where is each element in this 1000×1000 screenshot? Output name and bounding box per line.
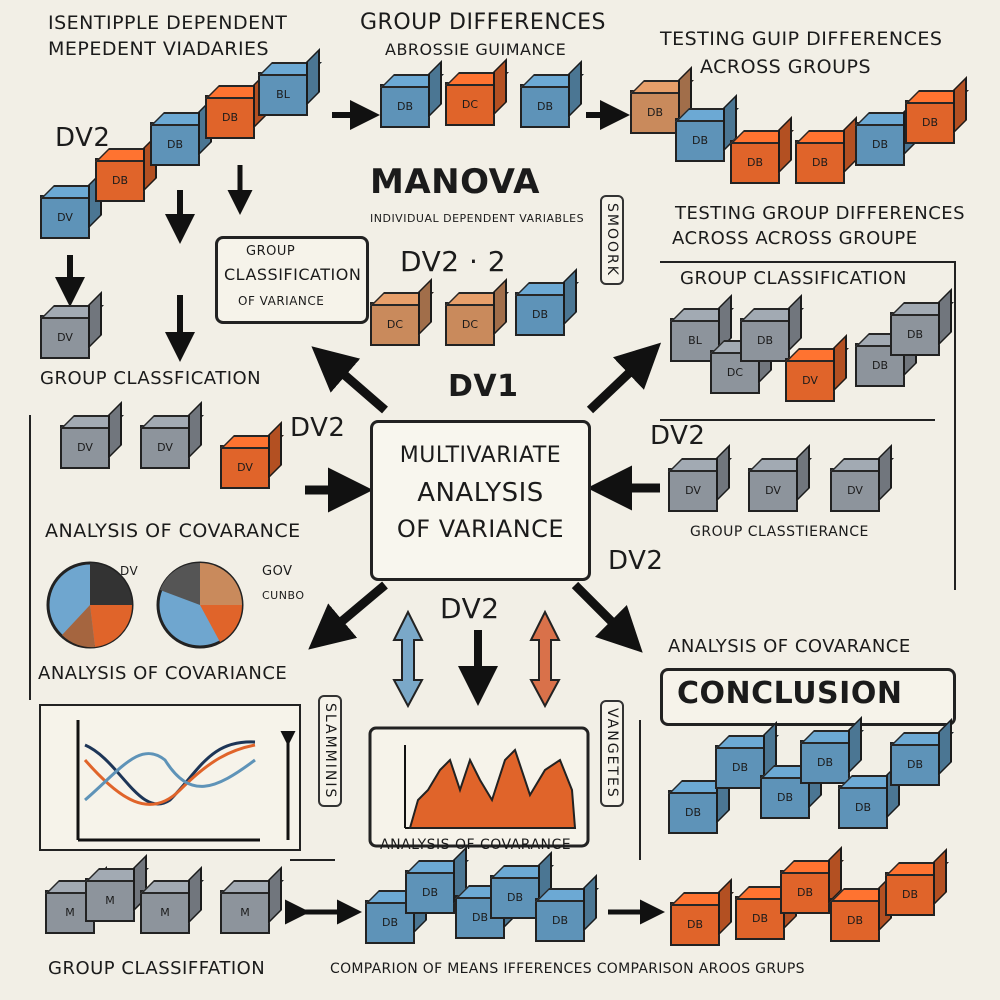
analysis-covariance-left2: ANALYSIS OF COVARIANCE bbox=[38, 663, 288, 684]
conclusion-label: CONCLUSION bbox=[677, 676, 903, 711]
cube-db: DB bbox=[780, 870, 830, 914]
cube-db: DB bbox=[795, 140, 845, 184]
cube-db: DB bbox=[800, 740, 850, 784]
heading-top-left-1: ISENTIPPLE DEPENDENT bbox=[48, 12, 288, 34]
cube-dc: DC bbox=[445, 302, 495, 346]
cube-m: M bbox=[220, 890, 270, 934]
cube-db: DB bbox=[205, 95, 255, 139]
group-classfication-left: GROUP CLASSFICATION bbox=[40, 368, 262, 389]
analysis-covariance-right: ANALYSIS OF COVARANCE bbox=[668, 636, 911, 657]
cube-db: DB bbox=[668, 790, 718, 834]
cube-db: DB bbox=[675, 118, 725, 162]
center-box-line2: ANALYSIS bbox=[417, 478, 544, 508]
cube-dv: DV bbox=[60, 425, 110, 469]
cube-db: DB bbox=[735, 896, 785, 940]
cube-dc: DC bbox=[445, 82, 495, 126]
cube-dv: DV bbox=[140, 425, 190, 469]
pie-note-dv: DV bbox=[120, 564, 139, 578]
cube-db: DV bbox=[40, 195, 90, 239]
cube-db: DB bbox=[855, 122, 905, 166]
cube-db: DB bbox=[715, 745, 765, 789]
right-testing-2: ACROSS ACROSS GROUPE bbox=[672, 228, 918, 249]
vertical-tag-mid-left: SLAMMINIS bbox=[318, 695, 342, 808]
cube-db: DB bbox=[890, 742, 940, 786]
cube-db: DB bbox=[95, 158, 145, 202]
cube-db: DB bbox=[380, 84, 430, 128]
cube-dv: DV bbox=[40, 315, 90, 359]
blue-double-arrow bbox=[392, 609, 424, 709]
cube-m: M bbox=[140, 890, 190, 934]
heading-top-right-2: ACROSS GROUPS bbox=[700, 56, 872, 78]
group-classification-right: GROUP CLASSIFICATION bbox=[680, 268, 907, 289]
chart-caption: ANALYSIS OF COVARANCE bbox=[380, 837, 572, 853]
cube-db: DB bbox=[905, 100, 955, 144]
gc-box-line3: OF VARIANCE bbox=[238, 294, 325, 308]
cube-db: DB bbox=[890, 312, 940, 356]
cube-dv: DV bbox=[830, 468, 880, 512]
cube-db: DB bbox=[630, 90, 680, 134]
pie-chart-1 bbox=[46, 561, 134, 649]
dv2-top-left: DV2 bbox=[55, 123, 111, 153]
pie-note-gov: GOV bbox=[262, 564, 293, 579]
cube-db: DB bbox=[830, 898, 880, 942]
area-chart-center bbox=[368, 726, 590, 848]
group-classification-box: GROUP CLASSIFICATION OF VARIANCE bbox=[215, 236, 369, 324]
dv2-right-lower: DV2 bbox=[608, 546, 664, 576]
cube-db: DB bbox=[150, 122, 200, 166]
gc-box-line1: GROUP bbox=[246, 244, 296, 259]
heading-top-center-2: ABROSSIE GUIMANCE bbox=[385, 40, 567, 59]
cube-db: DB bbox=[740, 318, 790, 362]
cube-dv: DV bbox=[668, 468, 718, 512]
center-manova-box: MULTIVARIATE ANALYSIS OF VARIANCE bbox=[370, 420, 591, 581]
cube-db: DB bbox=[730, 140, 780, 184]
vertical-tag-top: SMOORK bbox=[600, 195, 624, 285]
cube-dv: DV bbox=[785, 358, 835, 402]
group-classtierance: GROUP CLASSTIERANCE bbox=[690, 524, 869, 540]
cube-db: DB bbox=[838, 785, 888, 829]
pie-chart-2 bbox=[156, 561, 244, 649]
dv2-center-top: DV2 · 2 bbox=[400, 245, 507, 278]
cube-db: DB bbox=[515, 292, 565, 336]
cube-dv: DV bbox=[748, 468, 798, 512]
manova-subtitle: INDIVIDUAL DEPENDENT VARIABLES bbox=[370, 212, 585, 225]
center-box-line3: OF VARIANCE bbox=[396, 515, 565, 543]
right-testing-1: TESTING GROUP DIFFERENCES bbox=[675, 203, 966, 224]
gc-box-line2: CLASSIFICATION bbox=[224, 265, 362, 284]
pie-note-cunbo: CUNBO bbox=[262, 589, 305, 602]
cube-m: M bbox=[85, 878, 135, 922]
cube-dc: DC bbox=[370, 302, 420, 346]
vertical-tag-mid-right: VANGETES bbox=[600, 700, 624, 807]
line-chart-left bbox=[39, 704, 301, 851]
orange-double-arrow bbox=[529, 609, 561, 709]
cube-db: DB bbox=[490, 875, 540, 919]
cube-db: DB bbox=[855, 343, 905, 387]
cube-dv: DV bbox=[220, 445, 270, 489]
center-box-line1: MULTIVARIATE bbox=[399, 443, 562, 468]
conclusion-box: CONCLUSION bbox=[660, 668, 956, 726]
heading-top-left-2: MEPEDENT VIADARIES bbox=[48, 38, 270, 60]
analysis-covariance-left: ANALYSIS OF COVARANCE bbox=[45, 520, 301, 542]
bottom-group-classification: GROUP CLASSIFFATION bbox=[48, 958, 266, 979]
heading-top-center-1: GROUP DIFFERENCES bbox=[360, 10, 607, 35]
cube-db: DB bbox=[520, 84, 570, 128]
cube-db: BL bbox=[258, 72, 308, 116]
dv1-center: DV1 bbox=[448, 369, 519, 404]
cube-db: DB bbox=[670, 902, 720, 946]
cube-db: DB bbox=[885, 872, 935, 916]
bottom-comparison: COMPARION OF MEANS IFFERENCES COMPARISON… bbox=[330, 961, 805, 977]
dv2-lower-center: DV2 bbox=[440, 592, 500, 625]
manova-title: MANOVA bbox=[370, 162, 540, 202]
cube-db: DB bbox=[535, 898, 585, 942]
dv2-right-mid: DV2 bbox=[650, 421, 706, 451]
heading-top-right-1: TESTING GUIP DIFFERENCES bbox=[660, 28, 943, 50]
dv2-left-mid: DV2 bbox=[290, 413, 346, 443]
cube-db: DB bbox=[405, 870, 455, 914]
